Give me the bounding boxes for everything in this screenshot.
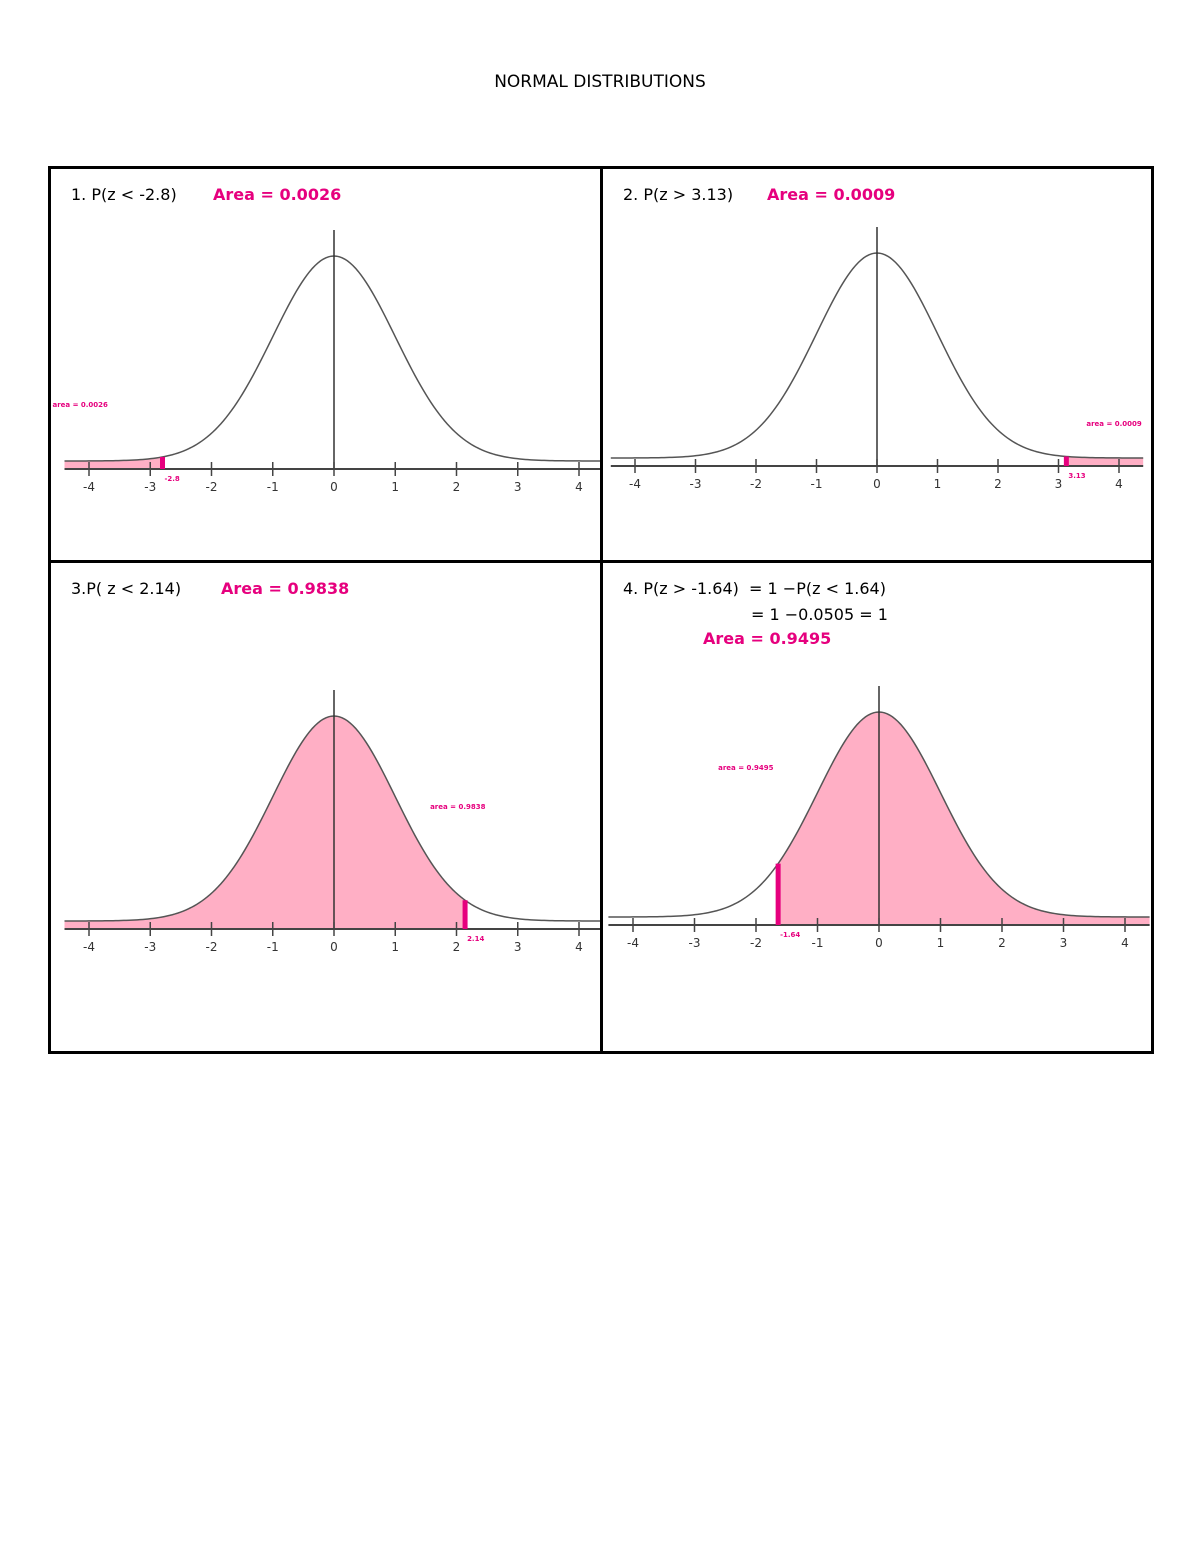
x-tick-label: 3 bbox=[514, 480, 522, 494]
cutoff-label: 2.14 bbox=[467, 935, 484, 943]
x-tick-label: -3 bbox=[144, 480, 156, 494]
x-tick-label: 3 bbox=[514, 940, 522, 954]
x-tick-label: -2 bbox=[206, 480, 218, 494]
question-text: 1. P(z < -2.8) bbox=[71, 185, 177, 204]
area-label: area = 0.9838 bbox=[430, 803, 486, 811]
x-tick-label: -1 bbox=[267, 480, 279, 494]
panel: 2. P(z > 3.13) Area = 0.0009 -4 -3 -2 -1 0 1 2 3 4… bbox=[600, 166, 1154, 563]
normal-chart: -4 -3 -2 -1 0 1 2 3 4 2.14 area = 0.9838 bbox=[64, 690, 600, 954]
question-text: 2. P(z > 3.13) bbox=[623, 185, 734, 204]
x-tick-label: -1 bbox=[812, 936, 824, 950]
area-answer: Area = 0.9495 bbox=[703, 629, 832, 648]
x-tick-label: 3 bbox=[1055, 477, 1063, 491]
x-tick-label: 4 bbox=[1115, 477, 1123, 491]
area-answer: Area = 0.0009 bbox=[767, 185, 896, 204]
x-tick-label: -3 bbox=[689, 936, 701, 950]
x-tick-label: 0 bbox=[330, 940, 338, 954]
x-tick-label: 0 bbox=[330, 480, 338, 494]
x-tick-label: 1 bbox=[934, 477, 942, 491]
x-tick-label: 2 bbox=[998, 936, 1006, 950]
area-label: area = 0.0026 bbox=[53, 401, 109, 409]
x-tick-label: 0 bbox=[873, 477, 881, 491]
normal-chart: -4 -3 -2 -1 0 1 2 3 4 -2.8 area = 0.0026 bbox=[53, 230, 600, 494]
cutoff-label: -2.8 bbox=[165, 475, 180, 483]
area-answer: Area = 0.0026 bbox=[213, 185, 342, 204]
x-tick-label: 4 bbox=[1121, 936, 1129, 950]
panel: 1. P(z < -2.8) Area = 0.0026 -4 -3 -2 -1 0 1 2 3 4… bbox=[48, 166, 603, 563]
x-tick-label: -2 bbox=[750, 936, 762, 950]
shaded-area bbox=[778, 712, 1150, 925]
x-tick-label: -4 bbox=[83, 480, 95, 494]
density-curve bbox=[64, 255, 600, 462]
cutoff-label: 3.13 bbox=[1068, 472, 1085, 480]
x-tick-label: -1 bbox=[811, 477, 823, 491]
x-tick-label: -2 bbox=[206, 940, 218, 954]
question-text: = 1 −0.0505 = 1 bbox=[751, 605, 888, 624]
cutoff-label: -1.64 bbox=[780, 931, 800, 939]
shaded-area bbox=[64, 716, 466, 929]
x-tick-label: 2 bbox=[453, 480, 461, 494]
x-tick-label: 4 bbox=[575, 940, 583, 954]
area-label: area = 0.9495 bbox=[718, 764, 774, 772]
x-tick-label: 1 bbox=[391, 940, 399, 954]
x-tick-label: 2 bbox=[994, 477, 1002, 491]
x-tick-label: 2 bbox=[453, 940, 461, 954]
x-tick-label: -3 bbox=[144, 940, 156, 954]
x-tick-label: 1 bbox=[937, 936, 945, 950]
question-text: 4. P(z > -1.64) = 1 −P(z < 1.64) bbox=[623, 579, 886, 598]
x-tick-label: -3 bbox=[690, 477, 702, 491]
x-tick-label: -2 bbox=[750, 477, 762, 491]
x-tick-label: 1 bbox=[391, 480, 399, 494]
normal-chart: -4 -3 -2 -1 0 1 2 3 4 -1.64 area = 0.9495 bbox=[608, 686, 1150, 950]
area-label: area = 0.0009 bbox=[1086, 420, 1142, 428]
x-tick-label: -4 bbox=[627, 936, 639, 950]
x-tick-label: -4 bbox=[83, 940, 95, 954]
question-text: 3.P( z < 2.14) bbox=[71, 579, 182, 598]
x-tick-label: 3 bbox=[1060, 936, 1068, 950]
page-title: NORMAL DISTRIBUTIONS bbox=[494, 72, 706, 92]
normal-chart: -4 -3 -2 -1 0 1 2 3 4 3.13 area = 0.0009 bbox=[610, 227, 1144, 491]
x-tick-label: 0 bbox=[875, 936, 883, 950]
x-tick-label: 4 bbox=[575, 480, 583, 494]
shaded-area bbox=[1066, 456, 1144, 466]
x-tick-label: -1 bbox=[267, 940, 279, 954]
panel: 4. P(z > -1.64) = 1 −P(z < 1.64) = 1 −0.0… bbox=[600, 560, 1154, 1054]
area-answer: Area = 0.9838 bbox=[221, 579, 350, 598]
x-tick-label: -4 bbox=[629, 477, 641, 491]
panel: 3.P( z < 2.14) Area = 0.9838 -4 -3 -2 -1 0 1 2 3 4… bbox=[48, 560, 603, 1054]
